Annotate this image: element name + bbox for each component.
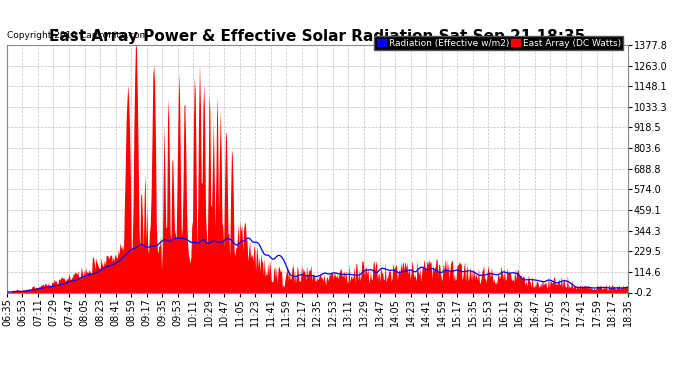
Title: East Array Power & Effective Solar Radiation Sat Sep 21 18:35: East Array Power & Effective Solar Radia… [49,29,586,44]
Legend: Radiation (Effective w/m2), East Array (DC Watts): Radiation (Effective w/m2), East Array (… [374,36,623,50]
Text: Copyright 2019 Cartronics.com: Copyright 2019 Cartronics.com [7,32,148,40]
